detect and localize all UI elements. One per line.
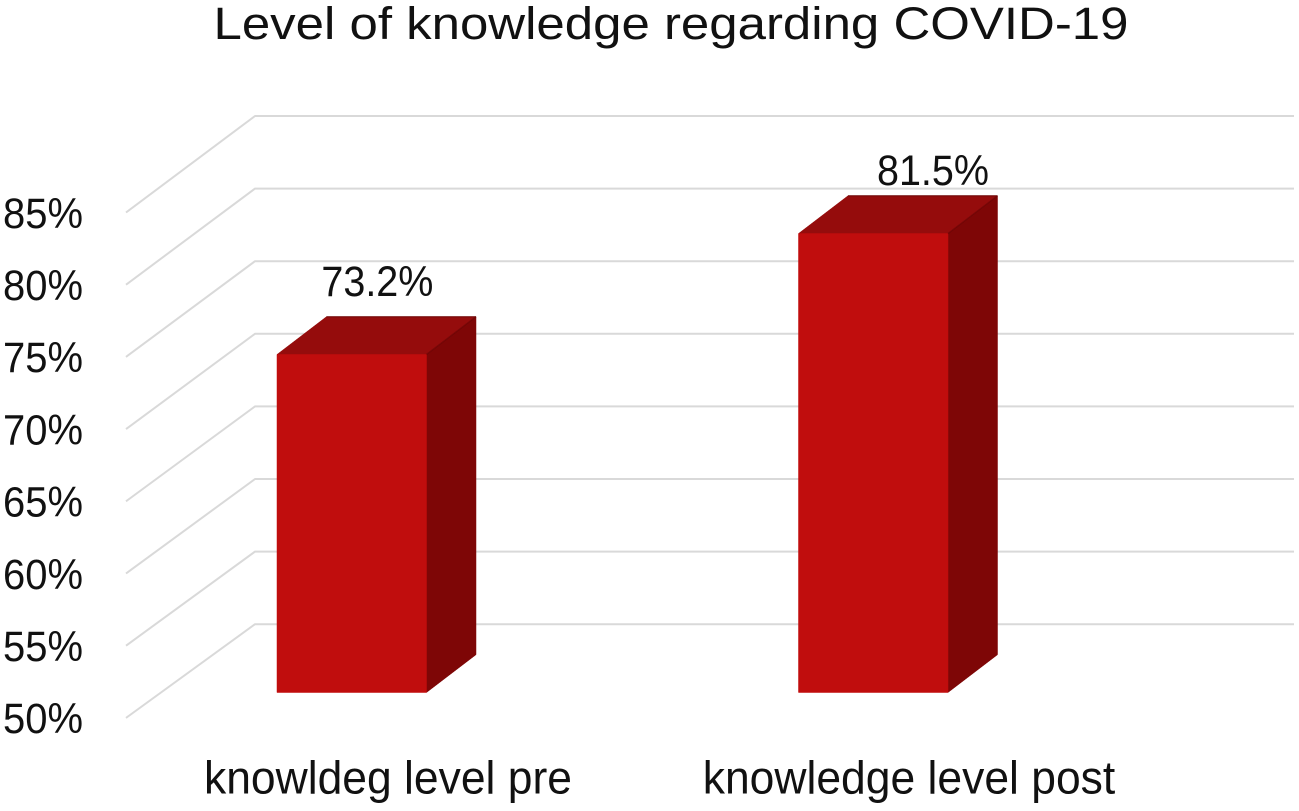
bar-3d — [276, 315, 477, 694]
gridline — [125, 115, 1294, 214]
data-labels-group: 73.2% 81.5% — [321, 147, 989, 306]
bar-front-face — [798, 233, 949, 693]
y-tick-label: 80% — [3, 262, 83, 310]
bar-top-side-edge — [947, 195, 998, 235]
bar-front-face — [276, 354, 427, 693]
data-label: 81.5% — [877, 147, 989, 195]
chart-title: Level of knowledge regarding COVID-19 — [214, 0, 1129, 49]
y-tick-label: 85% — [3, 190, 83, 238]
category-label: knowledge level post — [703, 752, 1116, 804]
data-label: 73.2% — [321, 258, 433, 306]
gridlines-group — [125, 115, 1294, 719]
bars-group — [276, 195, 999, 694]
y-tick-label: 75% — [3, 334, 83, 382]
y-tick-label: 70% — [3, 406, 83, 454]
y-tick-label: 65% — [3, 479, 83, 527]
bar-3d — [797, 195, 999, 694]
x-axis-category-labels-group: knowldeg level pre knowledge level post — [204, 752, 1115, 804]
gridline — [125, 187, 1294, 286]
y-axis-tick-labels-group: 85% 80% 75% 70% 65% 60% 55% 50% — [3, 190, 83, 743]
bar-side-face — [947, 195, 998, 694]
category-label: knowldeg level pre — [204, 752, 572, 804]
y-tick-label: 55% — [3, 623, 83, 671]
bar-top-side-edge — [426, 316, 477, 356]
y-tick-label: 60% — [3, 551, 83, 599]
bar-side-face — [426, 316, 477, 694]
y-tick-label: 50% — [3, 695, 83, 743]
